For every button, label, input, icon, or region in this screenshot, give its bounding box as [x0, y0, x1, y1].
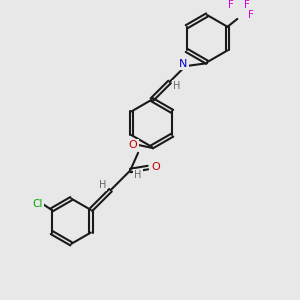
Text: Cl: Cl [33, 199, 43, 209]
Text: H: H [173, 81, 180, 91]
Text: F: F [229, 0, 234, 10]
Text: O: O [152, 162, 160, 172]
Text: N: N [179, 59, 188, 69]
Text: H: H [99, 180, 106, 190]
Text: F: F [244, 0, 250, 10]
Text: F: F [248, 10, 254, 20]
Text: O: O [129, 140, 138, 150]
Text: H: H [134, 170, 142, 180]
